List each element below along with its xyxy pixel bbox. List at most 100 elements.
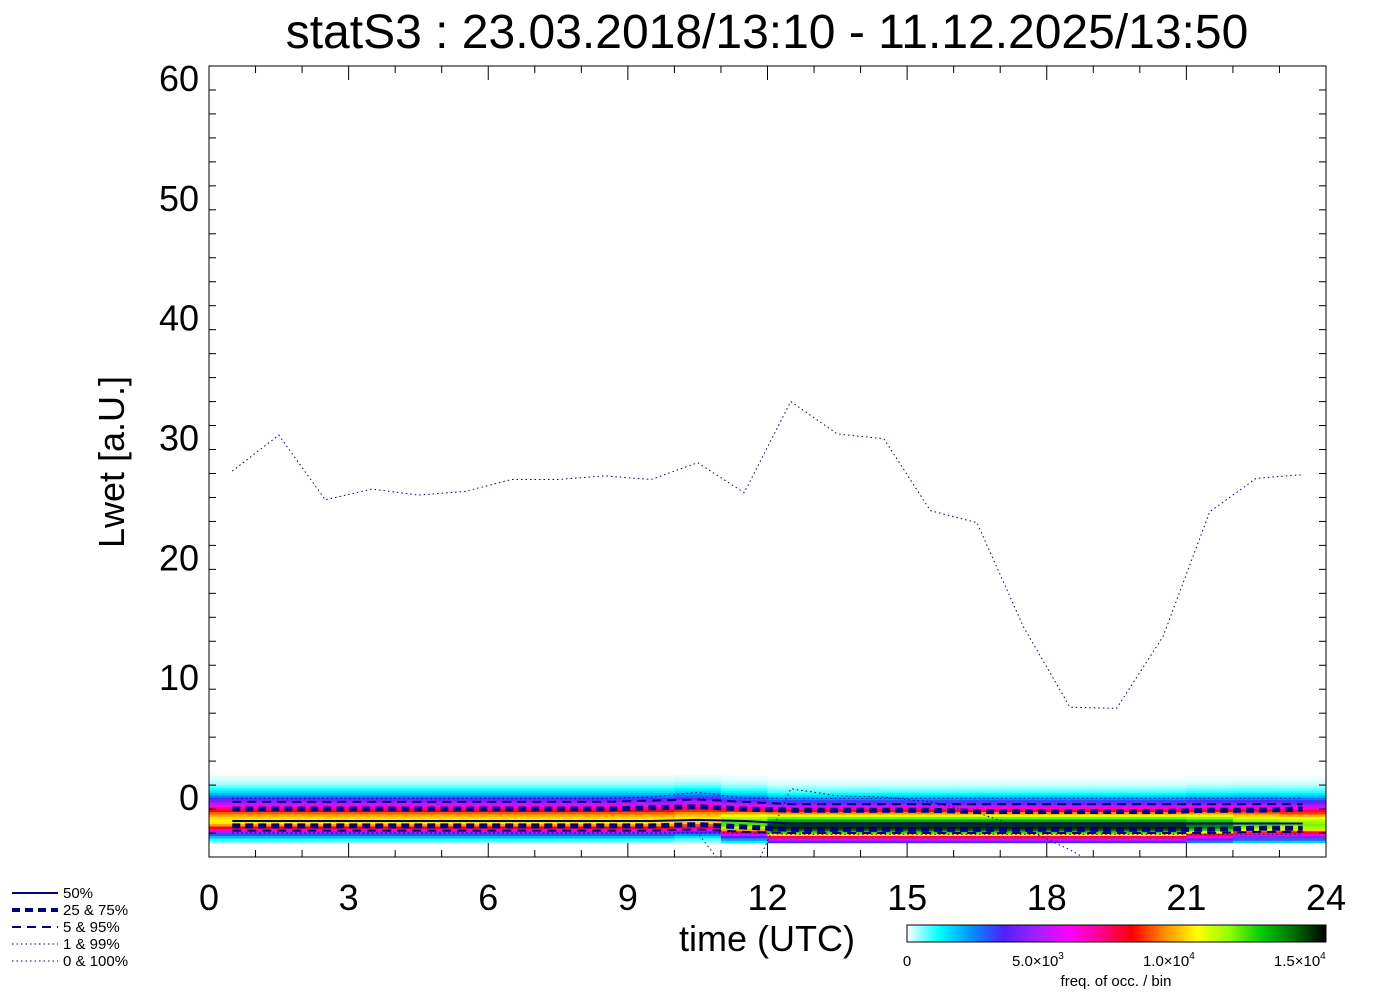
heatmap-cell: [767, 804, 815, 808]
heatmap-cell: [1000, 809, 1048, 813]
percentile-lines: [231, 400, 1303, 857]
heatmap-cell: [1093, 818, 1141, 822]
heatmap-cell: [1139, 811, 1187, 815]
heatmap-cell: [953, 782, 1001, 786]
heatmap-cell: [674, 806, 722, 810]
x-tick-label: 15: [887, 877, 927, 918]
heatmap-cell: [1232, 782, 1281, 786]
heatmap-cell: [1093, 789, 1141, 793]
heatmap-cell: [348, 806, 396, 810]
heatmap-cell: [441, 785, 489, 789]
heatmap-cell: [348, 780, 396, 784]
heatmap-cell: [860, 799, 908, 803]
heatmap-cell: [674, 823, 722, 827]
heatmap-cell: [1046, 837, 1094, 841]
heatmap-cell: [627, 782, 676, 786]
heatmap-cell: [209, 833, 257, 837]
heatmap-cell: [581, 799, 629, 803]
heatmap-cell: [814, 818, 862, 822]
heatmap-cell: [674, 785, 722, 789]
heatmap-cell: [441, 792, 489, 796]
heatmap-cell: [1046, 801, 1094, 805]
heatmap-cell: [1046, 777, 1094, 781]
series-line-100pct: [231, 400, 1303, 709]
heatmap-cell: [1186, 794, 1234, 798]
heatmap-cell: [907, 818, 955, 822]
heatmap-cell: [953, 806, 1001, 810]
heatmap-cell: [720, 789, 769, 793]
heatmap-cell: [1186, 837, 1234, 841]
heatmap-cell: [1093, 816, 1141, 820]
series-line-75pct: [232, 804, 1303, 814]
heatmap-cell: [209, 840, 257, 844]
heatmap-cell: [441, 775, 489, 779]
heatmap-cell: [627, 840, 676, 844]
heatmap-cell: [720, 821, 769, 825]
heatmap-cell: [255, 830, 303, 834]
heatmap-cell: [395, 811, 443, 815]
heatmap-cell: [534, 799, 582, 803]
heatmap-cell: [255, 813, 303, 817]
heatmap-cell: [674, 825, 722, 829]
heatmap-cell: [348, 789, 396, 793]
heatmap-cell: [674, 777, 722, 781]
heatmap-cell: [1186, 818, 1234, 822]
heatmap-cell: [1000, 828, 1048, 832]
heatmap-cell: [348, 782, 396, 786]
heatmap-cell: [395, 837, 443, 841]
heatmap-cell: [255, 835, 303, 839]
y-tick-label: 20: [159, 537, 199, 578]
heatmap-cell: [348, 813, 396, 817]
heatmap-cell: [1186, 811, 1234, 815]
heatmap-cell: [1093, 823, 1141, 827]
heatmap-cell: [860, 818, 908, 822]
heatmap-cell: [209, 777, 257, 781]
heatmap-cell: [860, 816, 908, 820]
heatmap-cell: [627, 811, 676, 815]
heatmap-cell: [814, 811, 862, 815]
heatmap-cell: [488, 792, 536, 796]
heatmap-cell: [720, 777, 769, 781]
heatmap-cell: [395, 797, 443, 801]
heatmap-cell: [627, 792, 676, 796]
heatmap-cell: [907, 804, 955, 808]
heatmap-cell: [255, 801, 303, 805]
heatmap-cell: [860, 794, 908, 798]
heatmap-cell: [581, 816, 629, 820]
heatmap-cell: [953, 777, 1001, 781]
heatmap-cell: [767, 792, 815, 796]
heatmap-cell: [814, 813, 862, 817]
heatmap-cell: [767, 837, 815, 841]
x-tick-label: 21: [1166, 877, 1206, 918]
heatmap-cell: [581, 835, 629, 839]
heatmap-cell: [1232, 797, 1281, 801]
heatmap-cell: [488, 821, 536, 825]
heatmap-cell: [1186, 797, 1234, 801]
heatmap-cell: [1046, 780, 1094, 784]
heatmap-cell: [348, 775, 396, 779]
heatmap-cell: [860, 813, 908, 817]
heatmap-cell: [1000, 813, 1048, 817]
x-tick-label: 0: [199, 877, 219, 918]
heatmap-cell: [395, 780, 443, 784]
heatmap-cell: [1093, 801, 1141, 805]
heatmap-cell: [441, 811, 489, 815]
heatmap-cell: [534, 833, 582, 837]
heatmap-cell: [860, 777, 908, 781]
heatmap-cell: [348, 794, 396, 798]
heatmap-cell: [627, 777, 676, 781]
heatmap-cell: [534, 813, 582, 817]
heatmap-cell: [1000, 840, 1048, 844]
heatmap-cell: [441, 782, 489, 786]
y-tick-label: 40: [159, 298, 199, 339]
heatmap-cell: [1139, 777, 1187, 781]
heatmap-cell: [767, 780, 815, 784]
heatmap-cell: [907, 835, 955, 839]
heatmap-cell: [1093, 813, 1141, 817]
heatmap-cell: [1139, 816, 1187, 820]
heatmap-cell: [302, 835, 350, 839]
heatmap-cell: [302, 797, 350, 801]
x-tick-label: 24: [1306, 877, 1346, 918]
heatmap-cell: [953, 775, 1001, 779]
heatmap-cell: [953, 816, 1001, 820]
